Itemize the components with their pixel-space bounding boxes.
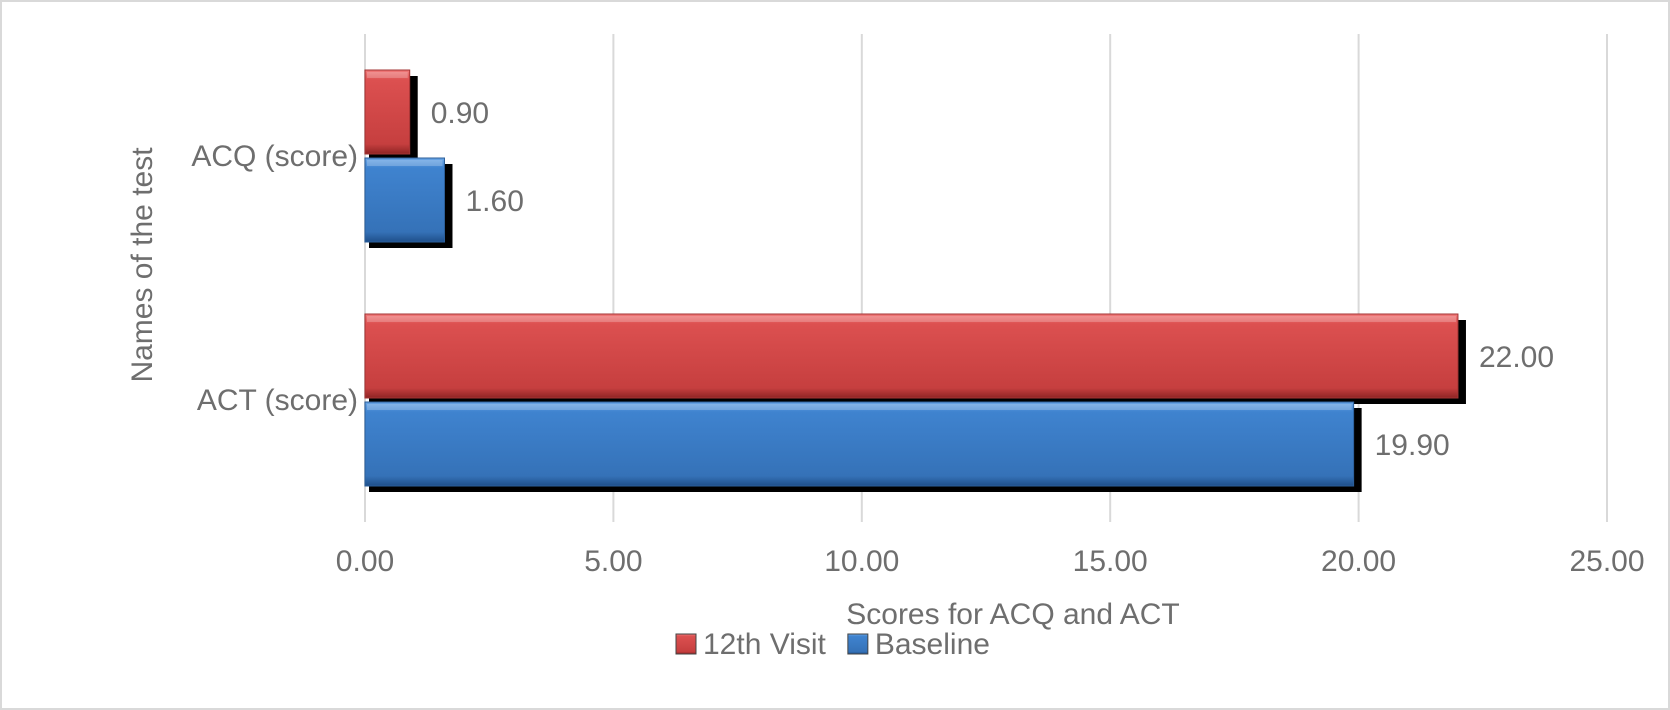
y-category-label: ACT (score) <box>197 384 358 417</box>
x-tick-label: 10.00 <box>824 545 899 578</box>
bar-bevel <box>367 404 1352 410</box>
bar-12th-visit <box>364 69 411 155</box>
x-axis-title: Scores for ACQ and ACT <box>846 598 1179 631</box>
data-label: 19.90 <box>1375 429 1450 462</box>
x-tick-label: 5.00 <box>584 545 642 578</box>
x-tick-label: 0.00 <box>336 545 394 578</box>
x-axis-ticks: 0.00 5.00 10.00 15.00 20.00 25.00 <box>336 545 1645 578</box>
legend-swatch-baseline <box>847 633 869 655</box>
x-tick-label: 15.00 <box>1073 545 1148 578</box>
bar-baseline <box>364 157 445 243</box>
bar-bevel <box>367 160 443 166</box>
y-axis-title: Names of the test <box>126 147 159 383</box>
data-labels: 22.00 19.90 0.90 1.60 <box>431 97 1554 462</box>
legend: 12th Visit Baseline <box>675 628 990 661</box>
bar-12th-visit <box>364 313 1459 399</box>
legend-label: Baseline <box>875 628 990 661</box>
legend-swatch-12th-visit <box>675 633 697 655</box>
data-label: 22.00 <box>1479 341 1554 374</box>
y-axis-categories: ACT (score) ACQ (score) <box>191 140 358 417</box>
x-tick-label: 20.00 <box>1321 545 1396 578</box>
bars <box>364 69 1466 492</box>
data-label: 1.60 <box>465 185 523 218</box>
y-category-label: ACQ (score) <box>191 140 358 173</box>
bar-bevel <box>367 316 1456 322</box>
bar-baseline <box>364 401 1355 487</box>
bar-bevel <box>367 72 408 78</box>
legend-label: 12th Visit <box>703 628 827 661</box>
x-tick-label: 25.00 <box>1569 545 1644 578</box>
data-label: 0.90 <box>431 97 489 130</box>
